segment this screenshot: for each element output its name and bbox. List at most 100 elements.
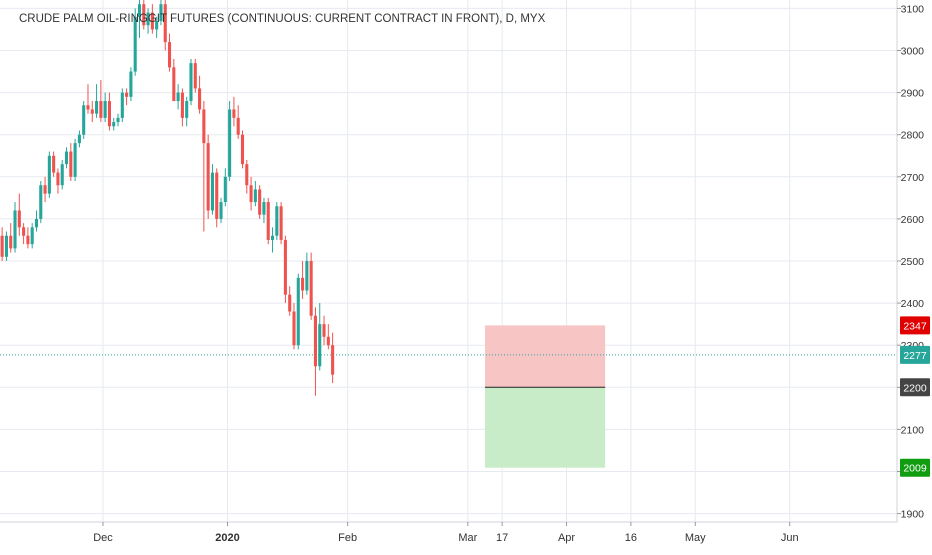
candle [270,227,275,253]
candle-body [219,202,223,219]
take-profit-zone[interactable] [484,387,606,468]
candle-body [331,345,335,375]
candle [309,252,313,320]
candle [193,58,197,93]
candle-body [253,189,257,203]
candle [112,117,116,131]
price-tick-label: 3000 [901,46,925,58]
candle [301,261,305,299]
candle [236,105,240,139]
candle [56,168,60,194]
candle-body [210,172,214,211]
price-tick-label: 2700 [901,172,925,184]
candle [13,202,17,253]
candle-body [309,261,313,316]
candle-body [322,324,326,337]
candle [232,96,236,127]
candle [26,227,30,249]
candle-body [163,4,167,43]
stop-loss-zone[interactable] [484,325,606,388]
candle-body [56,172,60,186]
stop-price-badge-label: 2347 [903,320,927,332]
candle-body [133,16,137,72]
candle-body [283,239,287,295]
candle [245,159,249,194]
candle-body [13,210,17,249]
candle-body [275,206,279,236]
candle-body [146,12,150,26]
candle-body [9,235,13,249]
candle [202,101,206,232]
candle-body [150,12,154,30]
candle-body [69,151,73,177]
candle-body [17,210,21,228]
candle-body [176,92,180,102]
candle [4,231,8,261]
candles [0,0,335,396]
candle [146,8,150,34]
candle [52,151,56,177]
current-price-badge-background [900,345,930,364]
candle [210,164,214,215]
time-tick-label: 17 [496,532,508,544]
candle-body [26,235,30,245]
candle-body [0,235,4,257]
target-price-badge-background [900,458,930,477]
candle-body [34,218,39,228]
candle [125,88,129,106]
candle-body [73,143,77,177]
candle [283,235,287,304]
candle [34,210,39,232]
candle [322,315,326,346]
price-badges: 2347 2277 2200 2009 [900,316,930,477]
candle-body [245,164,249,186]
candle-body [228,109,232,177]
time-tick-label: 2020 [215,532,239,544]
candle [17,193,21,236]
candle-body [82,105,86,135]
price-tick-label: 2100 [901,424,925,436]
candle [167,33,172,72]
candle [64,147,69,169]
candle-body [167,42,172,68]
candle-body [206,143,210,211]
candle-body [270,235,275,240]
candle [262,197,266,224]
candle-body [4,235,8,257]
candle-body [95,101,99,114]
candle [155,16,159,38]
price-tick-label: 2800 [901,130,925,142]
candle [249,176,253,211]
candle-body [193,63,197,89]
entry-price-badge: 2200 [900,378,930,397]
candle-body [318,324,322,367]
candle [107,92,111,131]
price-axis-background [897,0,932,550]
candle [163,0,167,51]
candle [266,197,270,245]
entry-price-badge-label: 2200 [903,382,927,394]
candle-body [120,92,124,118]
candle [189,58,193,106]
candle-body [296,277,300,346]
candle [9,223,13,253]
candle [43,176,47,203]
time-tick-label: Jun [781,532,799,544]
candle-body [155,21,159,30]
candle-body [52,155,56,173]
candle [279,202,283,245]
candle [82,101,86,139]
candle-body [112,122,116,127]
price-tick-label: 2900 [901,88,925,100]
current-price-badge-label: 2277 [903,350,927,362]
candle-body [185,101,189,118]
candle-body [90,109,94,114]
candle-body [266,202,270,240]
candle [86,84,90,114]
position-tool[interactable] [0,325,897,468]
time-tick-label: 16 [625,532,637,544]
candle-body [301,277,305,291]
candle-body [107,101,111,127]
